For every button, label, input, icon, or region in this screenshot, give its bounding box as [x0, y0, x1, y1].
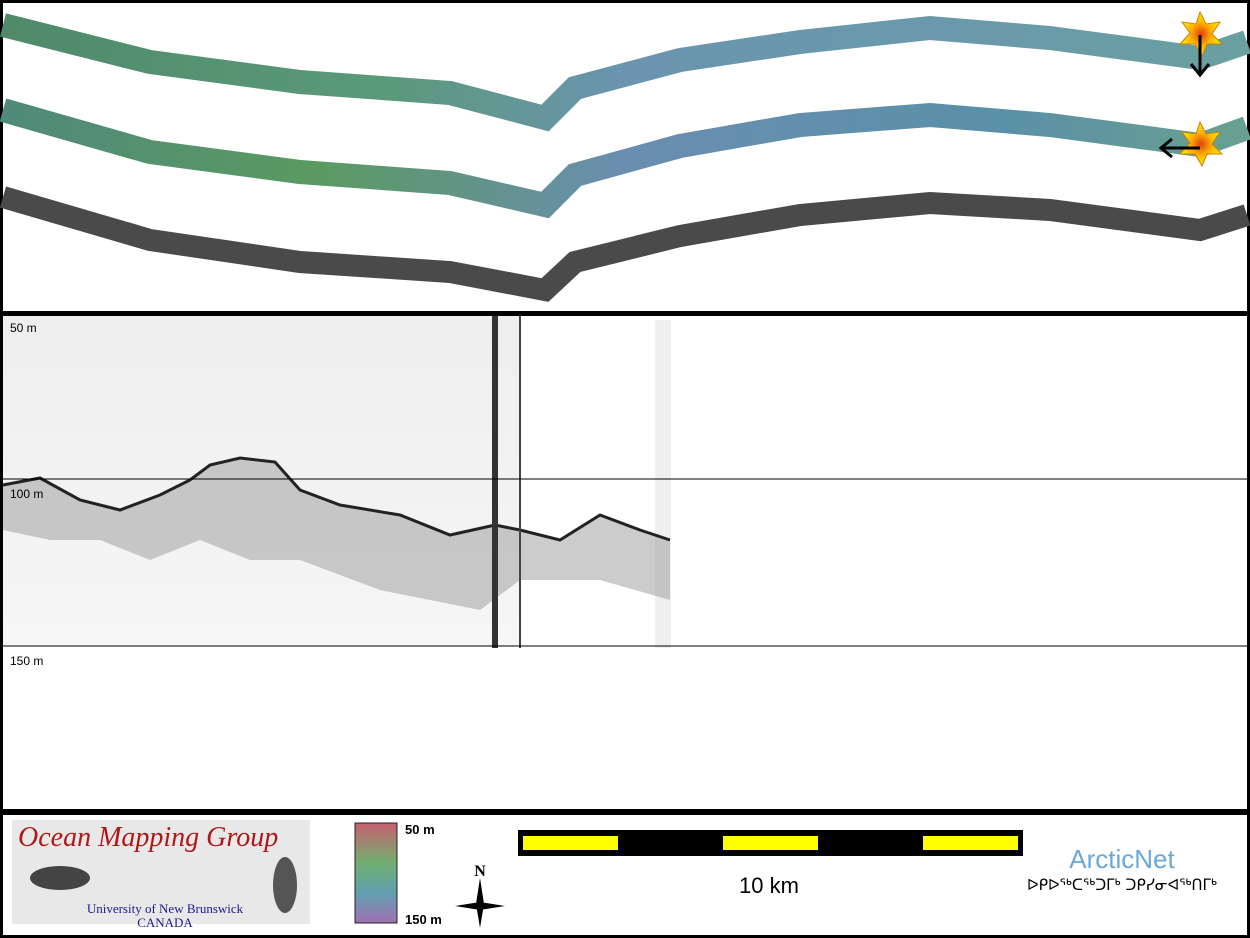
sun-icon [1178, 10, 1224, 78]
echogram-artifact [492, 316, 498, 648]
logo-graphic [30, 866, 90, 890]
depth-label: 100 m [10, 487, 43, 501]
swath-strip [0, 186, 1250, 302]
scale-label: 10 km [739, 873, 799, 898]
swath-strip [0, 98, 1250, 219]
swath-strip [0, 13, 1250, 132]
logo-title: Ocean Mapping Group [18, 822, 278, 853]
compass-label: N [474, 863, 486, 880]
colorbar-label: 150 m [405, 912, 442, 927]
depth-label: 150 m [10, 654, 43, 668]
colorbar [354, 822, 398, 924]
colorbar-label: 50 m [405, 822, 435, 837]
seabed-line [2, 456, 671, 542]
scale-segment [523, 836, 618, 850]
partner-inuktitut: ᐅᑭᐅᖅᑕᖅᑐᒥᒃ ᑐᑭᓯᓂᐊᖅᑎᒥᒃ [1027, 876, 1217, 894]
scale-segment [923, 836, 1018, 850]
compass [455, 878, 505, 928]
logo-graphic [273, 857, 297, 913]
partner-name: ArcticNet [1069, 844, 1175, 874]
seabed-echo [3, 458, 670, 610]
logo-country: CANADA [137, 915, 193, 930]
depth-label: 50 m [10, 321, 37, 335]
sun-icon [1158, 120, 1224, 168]
logo-university: University of New Brunswick [87, 901, 244, 916]
scale-segment [723, 836, 818, 850]
echogram-artifact [519, 316, 521, 648]
